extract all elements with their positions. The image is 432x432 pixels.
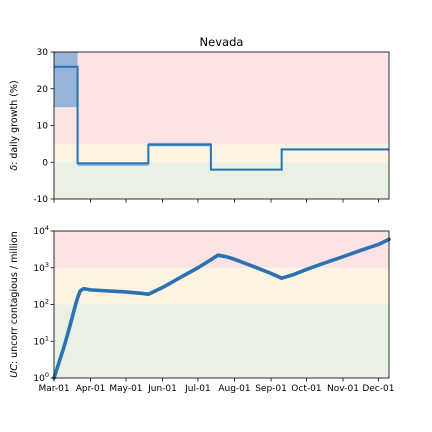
bottom-xtick-label-5: Aug-01 xyxy=(218,384,250,394)
bottom-y-axis-label-text: : uncorr contagious / million xyxy=(9,231,20,364)
top-ytick-label-1: 0 xyxy=(42,158,48,168)
bottom-xtick-label-2: May-01 xyxy=(109,384,142,394)
bottom-y-axis-label-symbol: UC xyxy=(9,364,20,378)
bottom-ytick-label-1: 101 xyxy=(33,334,49,347)
bottom-zone-2 xyxy=(54,304,389,378)
top-plot-growth: -10 0 10 20 30 Nevada δ: daily growth (%) xyxy=(9,35,390,205)
top-chart-title: Nevada xyxy=(200,35,244,49)
top-band-0 xyxy=(54,52,78,108)
top-ytick-label-4: 30 xyxy=(37,48,49,58)
bottom-zone-1 xyxy=(54,267,389,305)
bottom-plot-contagious: 100 101 102 103 104 Mar-01 Apr-01 May-01 Jun-01… xyxy=(9,224,394,394)
bottom-y-axis-label: UC: uncorr contagious / million xyxy=(9,231,20,378)
bottom-risk-zones xyxy=(54,231,389,378)
top-y-axis-label: δ: daily growth (%) xyxy=(9,80,20,170)
bottom-ytick-label-0: 100 xyxy=(33,371,49,384)
bottom-xtick-label-8: Nov-01 xyxy=(327,384,359,394)
bottom-ytick-label-2: 102 xyxy=(33,298,49,311)
top-zone-2 xyxy=(54,162,389,199)
bottom-xtick-label-7: Oct-01 xyxy=(291,384,321,394)
bottom-xtick-label-6: Sep-01 xyxy=(255,384,287,394)
bottom-y-ticks: 100 101 102 103 104 xyxy=(33,224,54,384)
top-x-ticks xyxy=(53,199,379,203)
top-ytick-label-3: 20 xyxy=(37,85,49,95)
bottom-xtick-label-0: Mar-01 xyxy=(38,384,69,394)
bottom-xtick-label-9: Dec-01 xyxy=(362,384,394,394)
top-zone-1 xyxy=(54,143,389,163)
bottom-ytick-label-4: 104 xyxy=(33,224,49,237)
top-ytick-label-0: -10 xyxy=(33,195,48,205)
top-growth-step-line xyxy=(54,65,389,171)
top-y-axis-label-symbol: δ xyxy=(9,165,20,171)
bottom-xtick-label-1: Apr-01 xyxy=(76,384,106,394)
bottom-xtick-label-3: Jun-01 xyxy=(147,384,177,394)
bottom-ytick-label-3: 103 xyxy=(33,261,49,274)
top-zone-0 xyxy=(54,52,389,144)
top-y-ticks: -10 0 10 20 30 xyxy=(33,48,54,205)
top-ytick-label-2: 10 xyxy=(37,122,49,132)
bottom-contagious-line xyxy=(52,237,391,380)
bottom-xtick-label-4: Jul-01 xyxy=(184,384,211,394)
top-risk-zones xyxy=(54,52,389,199)
top-y-axis-label-text: : daily growth (%) xyxy=(9,80,20,165)
bottom-x-ticks: Mar-01 Apr-01 May-01 Jun-01 Jul-01 Aug-01 Sep-… xyxy=(38,378,394,394)
bottom-zone-0 xyxy=(54,231,389,268)
